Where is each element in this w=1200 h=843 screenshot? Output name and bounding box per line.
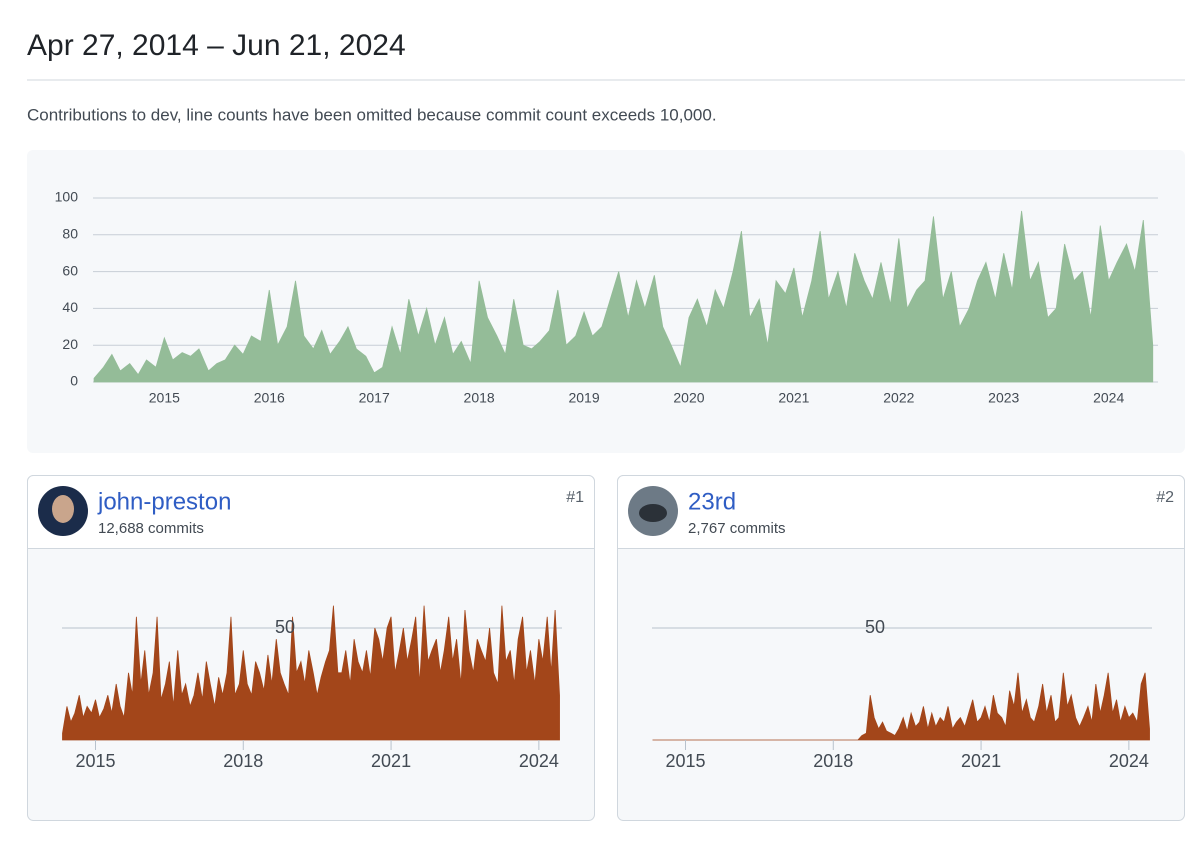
x-tick-label: 2024 <box>1093 390 1124 406</box>
x-tick-label: 2015 <box>75 751 115 771</box>
x-tick-label: 2021 <box>778 390 809 406</box>
x-tick-label: 2022 <box>883 390 914 406</box>
x-tick-label: 2024 <box>519 751 559 771</box>
y-tick-label: 0 <box>70 373 78 389</box>
x-tick-label: 2019 <box>568 390 599 406</box>
x-tick-label: 2020 <box>673 390 704 406</box>
area <box>652 672 1150 741</box>
x-tick-label: 2017 <box>359 390 390 406</box>
x-tick-label: 2021 <box>371 751 411 771</box>
x-tick-label: 2018 <box>223 751 263 771</box>
contributor-name[interactable]: john-preston <box>97 488 231 515</box>
avatar-face <box>639 504 667 522</box>
area <box>93 210 1154 383</box>
x-tick-label: 2018 <box>813 751 853 771</box>
contributor-name[interactable]: 23rd <box>688 488 736 515</box>
x-tick-label: 2016 <box>254 390 285 406</box>
commit-count: 2,767 commits <box>688 520 786 537</box>
y-tick-label: 80 <box>62 226 78 242</box>
x-tick-label: 2023 <box>988 390 1019 406</box>
y-tick-label: 40 <box>62 299 78 315</box>
avatar-face <box>52 495 74 523</box>
y-tick-label: 100 <box>55 189 79 205</box>
x-tick-label: 2015 <box>149 390 180 406</box>
y-tick-label: 60 <box>62 262 78 278</box>
x-tick-label: 2024 <box>1109 751 1149 771</box>
area <box>62 605 560 741</box>
commit-count: 12,688 commits <box>98 520 204 537</box>
description: Contributions to dev, line counts have b… <box>27 105 717 124</box>
date-range-title: Apr 27, 2014 – Jun 21, 2024 <box>27 29 406 62</box>
y-tick-label: 50 <box>275 617 295 637</box>
rank: #2 <box>1156 489 1174 506</box>
rank: #1 <box>566 489 584 506</box>
x-tick-label: 2015 <box>665 751 705 771</box>
x-tick-label: 2021 <box>961 751 1001 771</box>
y-tick-label: 50 <box>865 617 885 637</box>
y-tick-label: 20 <box>62 336 78 352</box>
x-tick-label: 2018 <box>464 390 495 406</box>
